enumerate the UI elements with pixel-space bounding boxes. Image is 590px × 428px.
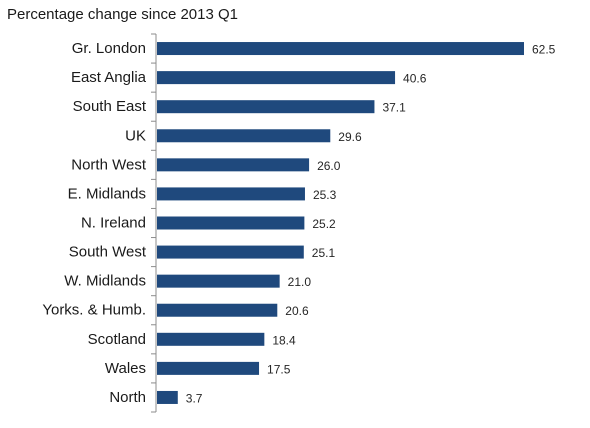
category-label: Gr. London — [72, 40, 146, 57]
category-label: East Anglia — [71, 69, 147, 86]
bar — [157, 71, 396, 85]
bar — [157, 100, 375, 114]
category-label: UK — [125, 127, 146, 144]
category-label: Scotland — [88, 331, 146, 348]
bar — [157, 303, 278, 317]
category-label: W. Midlands — [64, 273, 146, 290]
category-label: N. Ireland — [81, 215, 146, 232]
data-label: 62.5 — [532, 43, 556, 57]
category-label: Wales — [105, 360, 146, 377]
bar — [157, 390, 178, 404]
bar — [157, 332, 265, 346]
data-label: 25.2 — [312, 217, 336, 231]
data-label: 29.6 — [338, 130, 362, 144]
category-label: North West — [71, 156, 147, 173]
data-label: 3.7 — [186, 391, 203, 405]
bar — [157, 129, 331, 143]
bar — [157, 216, 305, 230]
bar — [157, 187, 305, 201]
data-label: 26.0 — [317, 159, 341, 173]
bar — [157, 158, 310, 172]
category-label: South West — [69, 244, 147, 261]
bar — [157, 42, 524, 56]
category-label: North — [109, 389, 146, 406]
data-label: 37.1 — [382, 101, 406, 115]
data-label: 20.6 — [285, 304, 309, 318]
category-label: South East — [73, 98, 147, 115]
bar — [157, 361, 260, 375]
category-label: E. Midlands — [68, 185, 146, 202]
bar — [157, 274, 280, 288]
data-label: 21.0 — [288, 275, 312, 289]
data-label: 40.6 — [403, 72, 427, 86]
bar — [157, 245, 304, 259]
data-label: 17.5 — [267, 362, 291, 376]
data-label: 18.4 — [272, 333, 296, 347]
data-label: 25.3 — [313, 188, 337, 202]
data-label: 25.1 — [312, 246, 336, 260]
category-label: Yorks. & Humb. — [42, 302, 146, 319]
chart-title: Percentage change since 2013 Q1 — [7, 6, 238, 23]
